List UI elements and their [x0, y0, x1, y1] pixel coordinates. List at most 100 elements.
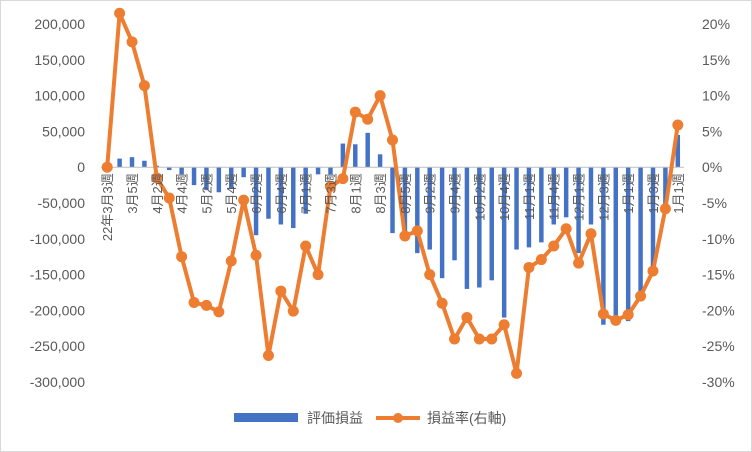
- pl-rate-point-43: [635, 290, 647, 302]
- bar-34: [526, 167, 532, 248]
- bar-29: [464, 167, 470, 289]
- pl-rate-point-45: [659, 203, 671, 215]
- bar-36: [551, 167, 556, 225]
- pl-rate-point-22: [374, 90, 386, 102]
- right-tick-label: 20%: [702, 16, 730, 32]
- bar-10: [229, 167, 234, 189]
- x-axis-category-labels: 22年3月3週 3月5週 4月2週 4月4週 5月2週 5月4週 6月2週 6月4週 7月1週 7…: [100, 173, 686, 241]
- x-category-label: 9月2週: [423, 173, 438, 213]
- pl-rate-point-7: [188, 297, 200, 309]
- pl-rate-point-34: [523, 261, 535, 273]
- right-tick-label: 5%: [702, 123, 722, 139]
- bar-26: [427, 167, 432, 250]
- bar-15: [291, 167, 296, 229]
- bar-18: [328, 167, 333, 175]
- x-category-label: 6月2週: [249, 173, 264, 213]
- bar-11: [241, 167, 246, 178]
- pl-rate-point-20: [349, 106, 361, 118]
- x-category-label: 7月1週: [299, 173, 314, 213]
- pl-rate-point-13: [262, 350, 274, 362]
- pl-rate-point-46: [672, 119, 684, 131]
- bar-21: [365, 132, 370, 168]
- left-tick-label: -300,000: [30, 374, 85, 390]
- x-category-label: 10月4週: [497, 173, 512, 221]
- bar-6: [179, 167, 184, 175]
- left-tick-label: -150,000: [30, 267, 85, 283]
- right-tick-label: 15%: [702, 52, 730, 68]
- pl-rate-point-10: [225, 255, 237, 267]
- pl-rate-point-8: [200, 299, 212, 311]
- x-category-label: 8月1週: [348, 173, 363, 213]
- left-axis-tick-labels: 200,000 150,000 100,000 50,000 0 -50,000 -100,…: [30, 16, 85, 390]
- x-category-label: 9月4週: [448, 173, 463, 213]
- pl-rate-point-38: [573, 257, 585, 269]
- bar-8: [204, 167, 209, 191]
- left-tick-label: 100,000: [34, 88, 85, 104]
- bar-2: [129, 157, 135, 168]
- pl-rate-point-42: [622, 309, 634, 321]
- bar-series-evaluation-pl: [104, 132, 681, 325]
- pl-rate-point-21: [362, 113, 374, 125]
- x-category-label: 22年3月3週: [100, 173, 115, 241]
- bar-41: [613, 167, 619, 325]
- bar-39: [588, 167, 594, 225]
- pl-rate-point-9: [213, 306, 225, 318]
- left-tick-label: -250,000: [30, 338, 85, 354]
- left-tick-label: -200,000: [30, 302, 85, 318]
- x-category-label: 7月3週: [323, 173, 338, 213]
- pl-rate-point-6: [176, 251, 188, 263]
- bar-44: [650, 167, 656, 275]
- bar-38: [576, 167, 581, 254]
- right-tick-label: -10%: [702, 231, 735, 247]
- bar-5: [166, 167, 172, 171]
- pl-rate-point-14: [275, 285, 287, 297]
- pl-rate-point-18: [324, 181, 336, 193]
- bar-40: [601, 167, 606, 325]
- right-tick-label: 0%: [702, 159, 722, 175]
- right-tick-label: -25%: [702, 338, 735, 354]
- left-tick-label: 50,000: [42, 123, 85, 139]
- x-category-label: 3月5週: [125, 173, 140, 213]
- pl-rate-point-44: [647, 265, 659, 277]
- legend-label-line: 損益率(右軸): [427, 410, 506, 426]
- left-tick-label: 150,000: [34, 52, 85, 68]
- pl-rate-point-39: [585, 228, 597, 240]
- pl-rate-point-33: [511, 367, 523, 379]
- pl-rate-point-41: [610, 314, 622, 326]
- right-tick-label: -15%: [702, 267, 735, 283]
- bar-14: [278, 167, 284, 225]
- x-category-label: 8月3週: [373, 173, 388, 213]
- bar-30: [477, 167, 482, 288]
- bar-17: [315, 167, 321, 175]
- legend: 評価損益 損益率(右軸): [234, 410, 506, 426]
- legend-label-bar: 評価損益: [307, 410, 363, 426]
- bar-35: [539, 167, 544, 243]
- pl-rate-point-30: [473, 333, 485, 345]
- bar-42: [625, 167, 631, 322]
- bar-31: [489, 167, 494, 281]
- pl-rate-point-40: [597, 308, 609, 320]
- pl-rate-point-1: [114, 7, 126, 19]
- bar-37: [563, 167, 569, 218]
- pl-rate-point-5: [163, 192, 175, 204]
- pl-rate-point-24: [399, 230, 411, 242]
- pl-rate-point-36: [548, 240, 560, 252]
- bar-19: [340, 143, 346, 168]
- bar-25: [415, 167, 420, 254]
- x-category-label: 6月4週: [274, 173, 289, 213]
- x-category-label: 5月2週: [199, 173, 214, 213]
- x-category-label: 1月3週: [646, 173, 661, 213]
- right-tick-label: -20%: [702, 302, 735, 318]
- legend-swatch-bar: [234, 413, 298, 422]
- pl-rate-point-16: [300, 240, 312, 252]
- x-category-label: 10月2週: [472, 173, 487, 221]
- left-tick-label: 0: [77, 159, 85, 175]
- pl-rate-point-15: [287, 305, 299, 317]
- pl-rate-point-2: [126, 36, 138, 48]
- pl-rate-point-4: [151, 172, 163, 184]
- left-tick-label: -50,000: [38, 195, 86, 211]
- bar-7: [191, 167, 197, 186]
- x-category-label: 5月4週: [224, 173, 239, 213]
- pl-rate-point-28: [449, 333, 461, 345]
